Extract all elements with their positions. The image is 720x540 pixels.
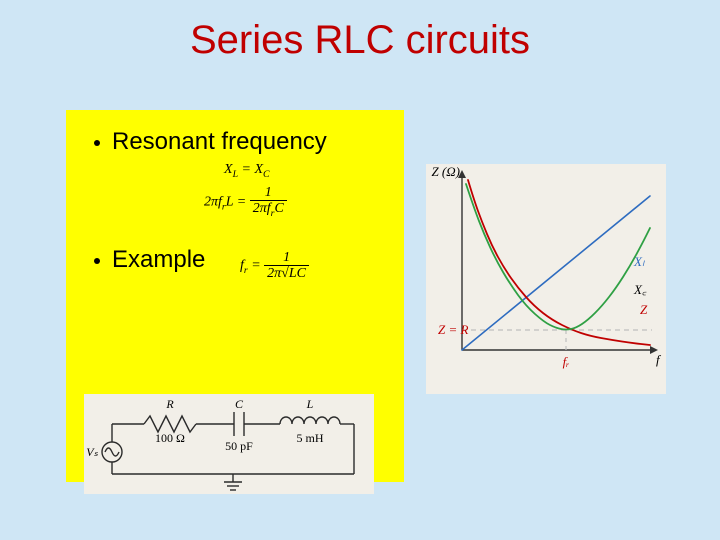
svg-text:Z: Z xyxy=(640,302,648,317)
svg-text:fᵣ: fᵣ xyxy=(563,354,570,369)
eq2-den: 2πfrC xyxy=(250,201,287,220)
bullet-dot-icon xyxy=(94,140,100,146)
eq3-frac: 12π√LC xyxy=(264,250,309,282)
eq1-mid: = X xyxy=(238,162,263,177)
eq1-a: X xyxy=(224,162,233,177)
equation-fr: fr = 12π√LC xyxy=(240,250,309,282)
slide: Series RLC circuits Resonant frequency X… xyxy=(0,0,720,540)
circuit-svg: Vₛ R 100 Ω C 50 pF L 5 mH xyxy=(84,394,374,494)
svg-text:Vₛ: Vₛ xyxy=(86,445,98,459)
eq2-lhs-b: L = xyxy=(226,194,250,209)
svg-text:Z = R: Z = R xyxy=(438,322,469,337)
eq3-num: 1 xyxy=(264,250,309,266)
eq2-lhs-a: 2πf xyxy=(204,194,222,209)
svg-text:50 pF: 50 pF xyxy=(225,439,253,453)
page-title: Series RLC circuits xyxy=(0,18,720,63)
bullet-dot-icon xyxy=(94,258,100,264)
bullet-text-1: Resonant frequency xyxy=(112,128,327,156)
svg-text:5 mH: 5 mH xyxy=(297,431,324,445)
eq3-lhs-b: = xyxy=(248,258,264,273)
bullet-resonant-frequency: Resonant frequency xyxy=(94,128,404,156)
equation-xl-xc: XL = XC xyxy=(224,162,404,181)
svg-text:L: L xyxy=(306,397,314,411)
svg-text:Xₗ: Xₗ xyxy=(633,254,645,269)
eq2-frac: 12πfrC xyxy=(250,185,287,220)
chart-svg: Z (Ω) f Z = R fᵣ X꜀ Xₗ Z xyxy=(426,164,666,394)
svg-text:R: R xyxy=(165,397,174,411)
svg-text:100 Ω: 100 Ω xyxy=(155,431,185,445)
equation-2pifL: 2πfrL = 12πfrC xyxy=(204,185,404,220)
svg-text:Z (Ω): Z (Ω) xyxy=(431,164,460,179)
eq2-den-b: C xyxy=(274,201,283,216)
svg-text:X꜀: X꜀ xyxy=(633,282,647,297)
bullet-text-2: Example xyxy=(112,246,205,274)
eq1-sub2: C xyxy=(263,169,270,180)
svg-text:C: C xyxy=(235,397,244,411)
circuit-diagram: Vₛ R 100 Ω C 50 pF L 5 mH xyxy=(84,394,374,494)
impedance-chart: Z (Ω) f Z = R fᵣ X꜀ Xₗ Z xyxy=(426,164,666,394)
svg-text:f: f xyxy=(656,352,662,367)
eq2-num: 1 xyxy=(250,185,287,201)
eq2-den-a: 2πf xyxy=(253,201,271,216)
eq3-den: 2π√LC xyxy=(264,266,309,281)
